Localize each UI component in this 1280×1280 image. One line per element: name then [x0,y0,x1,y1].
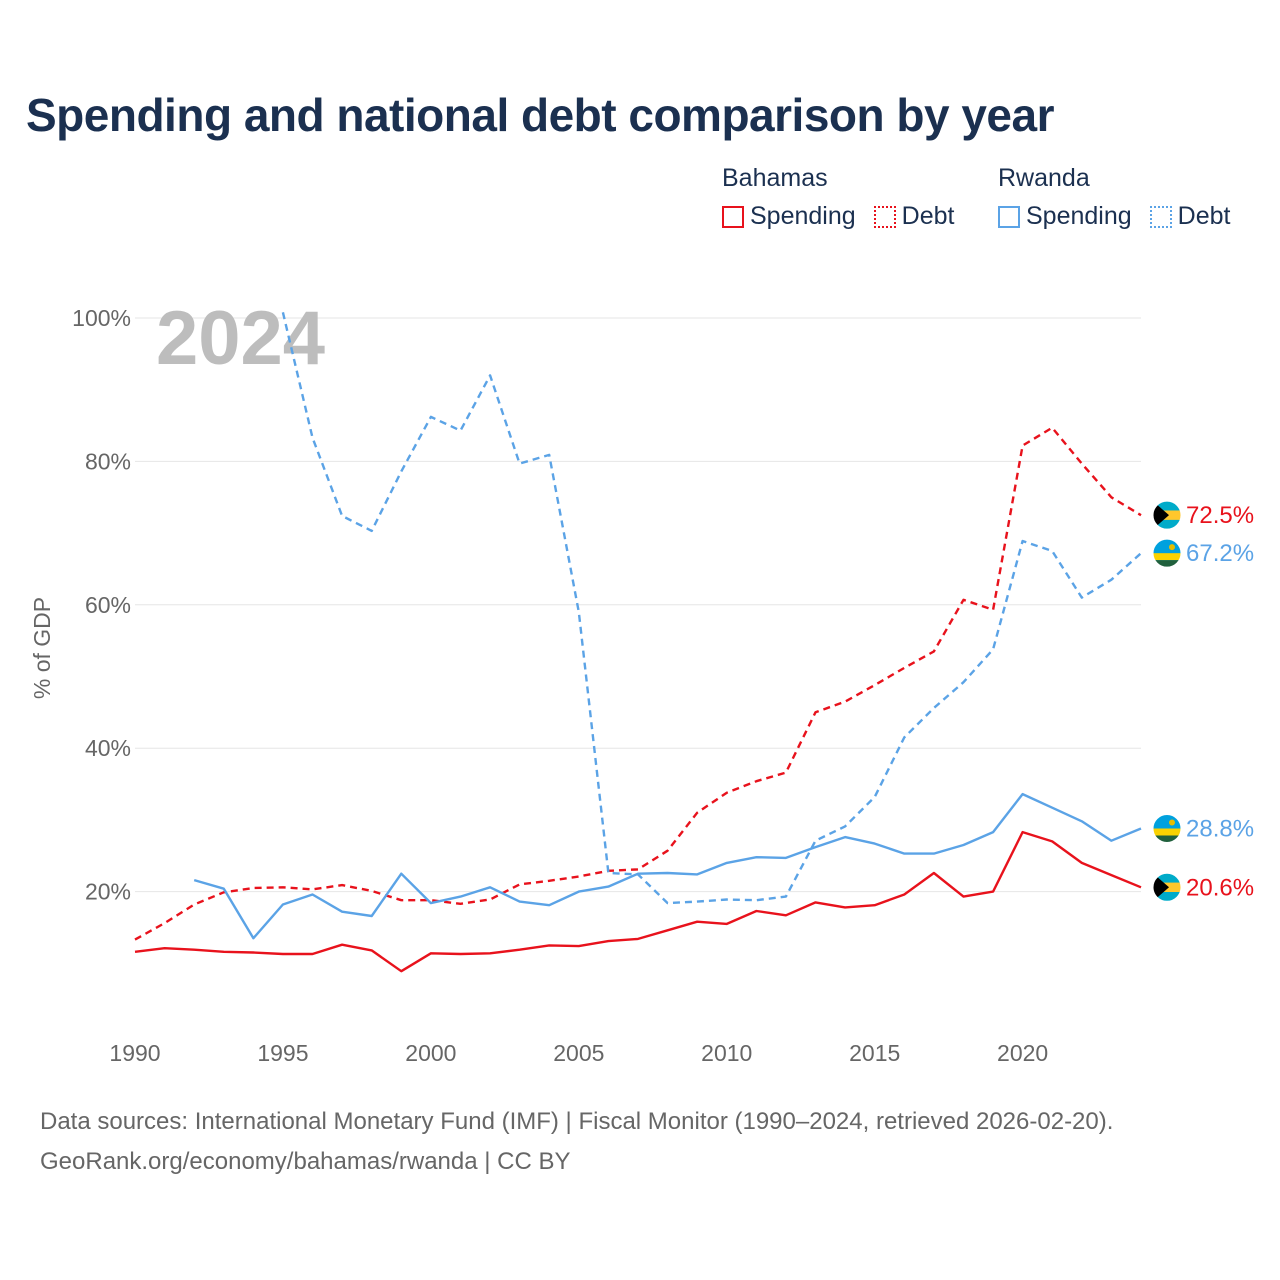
end-label-rwanda-debt: 67.2% [1186,540,1254,567]
end-label-bahamas-debt: 72.5% [1186,502,1254,529]
legend-swatch-rwanda-spending [998,205,1020,228]
x-tick-label: 2020 [997,1040,1048,1066]
x-tick-label: 2015 [849,1040,900,1066]
x-tick-label: 2000 [405,1040,456,1066]
year-watermark: 2024 [156,296,325,381]
x-tick-label: 2010 [701,1040,752,1066]
footer-sources: Data sources: International Monetary Fun… [40,1108,1114,1135]
x-tick-label: 1995 [257,1040,308,1066]
legend-item-rwanda-spending[interactable]: Spending [998,202,1132,231]
legend-swatch-bahamas-spending [722,205,744,228]
end-label-layer: 72.5% 67.2% 28.8% 20.6% [1152,500,1254,902]
legend-label-rwanda-spending: Spending [1026,202,1132,230]
legend-group-rwanda: Rwanda Spending Debt [998,160,1248,231]
y-tick-label: 100% [72,305,131,331]
y-tick-label: 60% [85,592,131,618]
y-tick-label: 40% [85,735,131,761]
series-line-bahamas-spending[interactable] [134,830,1142,973]
legend-swatch-rwanda-debt [1149,205,1172,228]
x-tick-label: 1990 [109,1040,160,1066]
rwanda-flag-icon [1152,538,1182,568]
legend-item-rwanda-debt[interactable]: Debt [1149,202,1231,231]
end-label-rwanda-spending: 28.8% [1186,816,1254,843]
y-axis-title: % of GDP [29,597,55,699]
rwanda-flag-icon [1152,814,1182,844]
bahamas-flag-icon [1152,500,1182,530]
series-line-rwanda-debt[interactable] [281,312,1142,905]
series-line-rwanda-spending[interactable] [193,792,1142,940]
legend-item-bahamas-spending[interactable]: Spending [722,202,856,231]
y-tick-label: 20% [85,879,131,905]
series-line-bahamas-debt[interactable] [134,426,1142,941]
footer-credit[interactable]: GeoRank.org/economy/bahamas/rwanda | CC … [40,1148,571,1175]
series-layer [134,312,1142,973]
legend-label-bahamas-spending: Spending [750,202,856,230]
x-tick-label: 2005 [553,1040,604,1066]
grid-layer [135,317,1141,893]
axis-layer: 20% 40% 60% 80% 100% 1990 1995 2000 2005 2010 2015… [72,305,1048,1066]
legend-label-rwanda-debt: Debt [1177,202,1231,230]
y-tick-label: 80% [85,448,131,474]
chart-title: Spending and national debt comparison by… [26,89,1055,141]
end-label-bahamas-spending: 20.6% [1186,874,1254,901]
legend-heading-bahamas: Bahamas [722,164,828,192]
legend-label-bahamas-debt: Debt [901,202,955,230]
bahamas-flag-icon [1152,872,1182,902]
legend-swatch-bahamas-debt [873,205,896,228]
legend-group-bahamas: Bahamas Spending Debt [722,160,972,231]
legend-item-bahamas-debt[interactable]: Debt [873,202,955,231]
legend-heading-rwanda: Rwanda [998,164,1090,192]
